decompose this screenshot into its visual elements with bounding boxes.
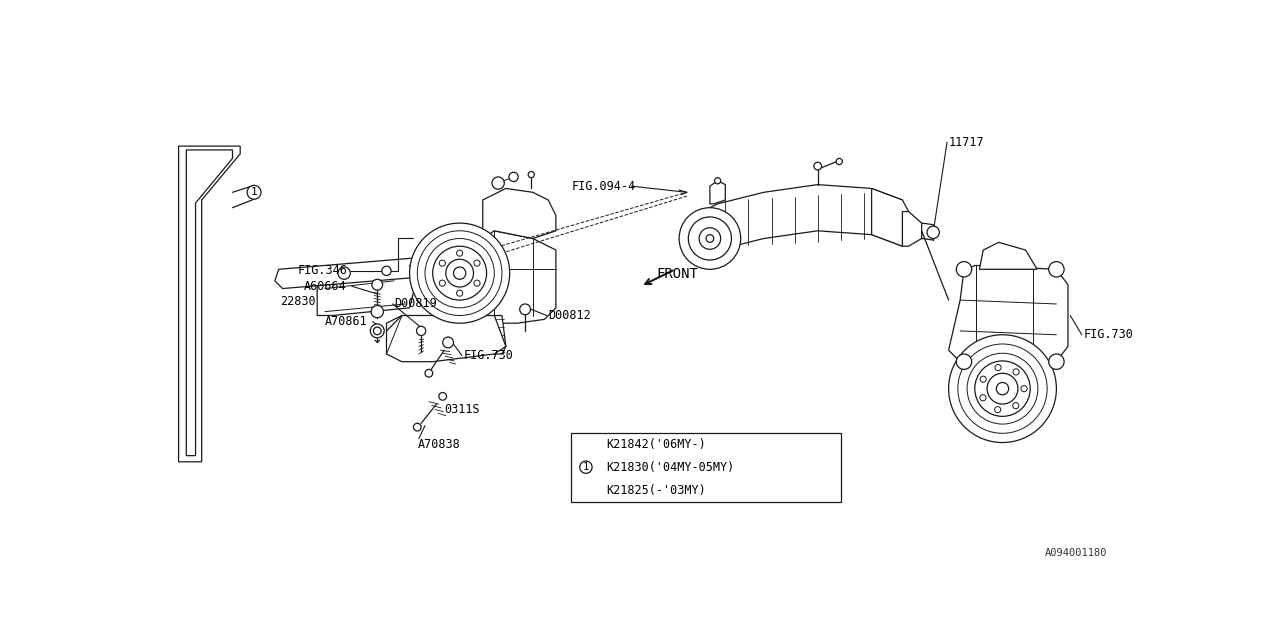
Text: K21830('04MY-05MY): K21830('04MY-05MY) <box>607 461 735 474</box>
Polygon shape <box>187 150 233 456</box>
Circle shape <box>968 353 1038 424</box>
Circle shape <box>995 406 1001 413</box>
Circle shape <box>980 376 986 382</box>
Text: D00812: D00812 <box>548 309 591 322</box>
Circle shape <box>1021 385 1027 392</box>
Circle shape <box>410 223 509 323</box>
Circle shape <box>680 208 741 269</box>
Circle shape <box>1048 354 1064 369</box>
Circle shape <box>439 280 445 286</box>
Circle shape <box>445 259 474 287</box>
Polygon shape <box>979 243 1037 269</box>
Circle shape <box>492 177 504 189</box>
Circle shape <box>689 217 731 260</box>
Circle shape <box>338 267 351 279</box>
Circle shape <box>1012 403 1019 409</box>
Text: FRONT: FRONT <box>657 267 698 281</box>
Circle shape <box>413 423 421 431</box>
Polygon shape <box>902 212 922 246</box>
Circle shape <box>381 266 392 275</box>
Text: A60664: A60664 <box>303 280 346 292</box>
Circle shape <box>370 324 384 338</box>
Circle shape <box>247 186 261 199</box>
Circle shape <box>1048 262 1064 277</box>
Circle shape <box>529 172 534 178</box>
Text: 11717: 11717 <box>948 136 984 148</box>
Polygon shape <box>948 266 1068 369</box>
Circle shape <box>996 383 1009 395</box>
Circle shape <box>980 395 986 401</box>
Text: D00819: D00819 <box>394 298 436 310</box>
Circle shape <box>948 335 1056 442</box>
Circle shape <box>417 231 502 316</box>
Polygon shape <box>179 146 241 462</box>
Circle shape <box>474 280 480 286</box>
Circle shape <box>371 305 384 318</box>
Circle shape <box>416 326 426 335</box>
Text: K21842('06MY-): K21842('06MY-) <box>607 438 707 451</box>
Circle shape <box>1012 369 1019 375</box>
Circle shape <box>814 163 822 170</box>
Text: A70838: A70838 <box>417 438 460 451</box>
Circle shape <box>580 461 593 474</box>
Polygon shape <box>317 266 417 316</box>
Polygon shape <box>710 180 726 204</box>
Circle shape <box>995 365 1001 371</box>
Polygon shape <box>275 258 425 289</box>
Circle shape <box>956 354 972 369</box>
Circle shape <box>707 235 714 243</box>
Circle shape <box>836 159 842 164</box>
Circle shape <box>714 178 721 184</box>
Circle shape <box>374 327 381 335</box>
Bar <box>571 433 841 502</box>
Text: FIG.730: FIG.730 <box>463 349 513 362</box>
Polygon shape <box>872 188 909 246</box>
Circle shape <box>509 172 518 182</box>
Text: 22830: 22830 <box>280 295 316 308</box>
Polygon shape <box>695 184 902 262</box>
Circle shape <box>433 246 486 300</box>
Text: FIG.346: FIG.346 <box>298 264 348 277</box>
Circle shape <box>927 226 940 239</box>
Text: 1: 1 <box>251 188 257 197</box>
Text: 0311S: 0311S <box>444 403 480 416</box>
Circle shape <box>957 344 1047 433</box>
Polygon shape <box>483 188 556 239</box>
Text: A70861: A70861 <box>325 315 367 328</box>
Circle shape <box>956 262 972 277</box>
Circle shape <box>439 392 447 400</box>
Circle shape <box>457 290 463 296</box>
Circle shape <box>453 267 466 279</box>
Text: K21825(-'03MY): K21825(-'03MY) <box>607 484 707 497</box>
Circle shape <box>987 373 1018 404</box>
Circle shape <box>520 304 530 315</box>
Polygon shape <box>490 316 506 354</box>
Polygon shape <box>460 231 556 323</box>
Circle shape <box>457 250 463 256</box>
Text: A094001180: A094001180 <box>1044 548 1107 557</box>
Circle shape <box>425 239 494 308</box>
Text: FIG.730: FIG.730 <box>1083 328 1133 341</box>
Circle shape <box>439 260 445 266</box>
Circle shape <box>699 228 721 249</box>
Circle shape <box>474 260 480 266</box>
Circle shape <box>443 337 453 348</box>
Text: 1: 1 <box>582 462 589 472</box>
Polygon shape <box>387 316 506 362</box>
Circle shape <box>372 279 383 290</box>
Circle shape <box>975 361 1030 417</box>
Text: FIG.094-4: FIG.094-4 <box>571 180 635 193</box>
Circle shape <box>425 369 433 377</box>
